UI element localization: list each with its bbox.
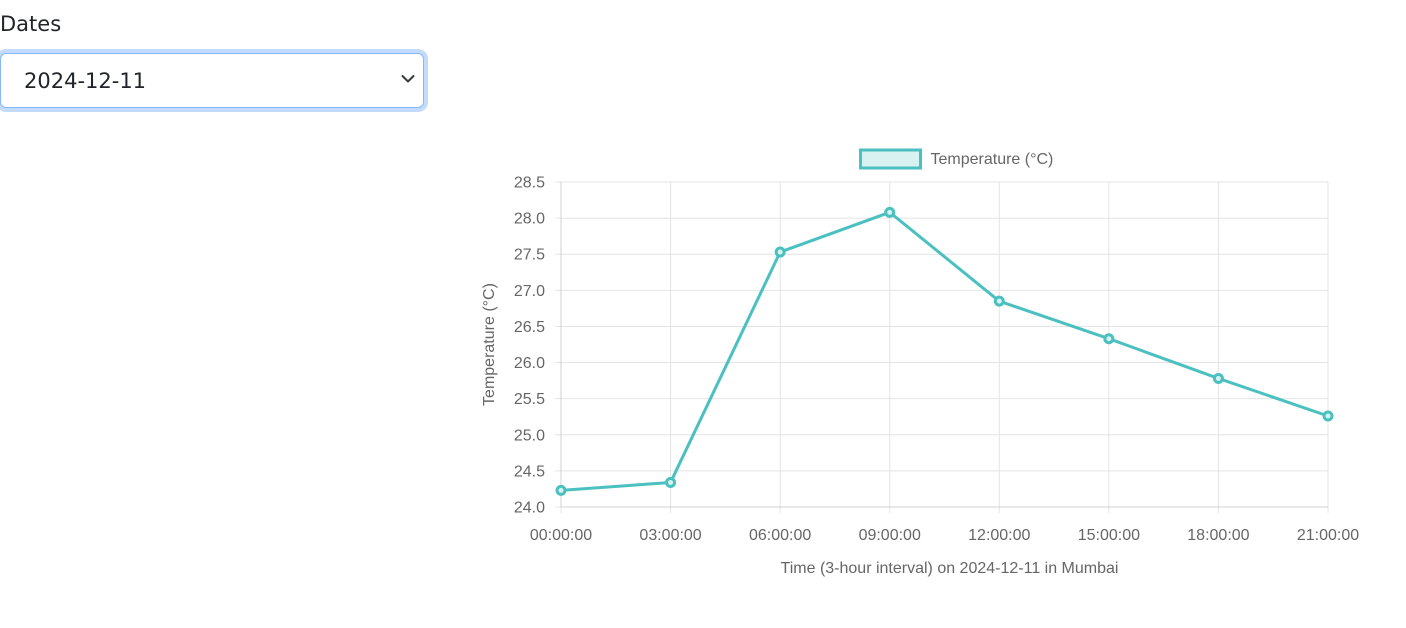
y-axis-title: Temperature (°C) <box>481 283 498 406</box>
y-tick-label: 24.5 <box>514 463 545 480</box>
chevron-down-icon <box>401 75 415 83</box>
legend-label: Temperature (°C) <box>931 151 1054 168</box>
x-tick-label: 06:00:00 <box>749 527 811 544</box>
chart-grid <box>555 181 1329 513</box>
data-point <box>665 476 677 488</box>
y-tick-label: 27.5 <box>514 247 545 264</box>
x-axis-title: Time (3-hour interval) on 2024-12-11 in … <box>781 560 1119 577</box>
legend-swatch <box>859 148 922 170</box>
x-tick-label: 00:00:00 <box>530 527 592 544</box>
x-tick-label: 18:00:00 <box>1187 527 1249 544</box>
x-tick-label: 03:00:00 <box>639 527 701 544</box>
x-tick-label: 21:00:00 <box>1297 527 1359 544</box>
data-point <box>993 295 1005 307</box>
data-point <box>1322 410 1334 422</box>
y-tick-label: 24.0 <box>514 500 545 517</box>
data-point <box>1103 333 1115 345</box>
y-tick-label: 25.5 <box>514 391 545 408</box>
chart-axes: 24.0 24.5 25.0 25.5 26.0 26.5 27.0 27.5 28.0 28.5… <box>481 175 1359 578</box>
date-select[interactable]: 2024-12-11 <box>0 53 424 108</box>
y-tick-label: 27.0 <box>514 283 545 300</box>
data-point <box>555 484 567 496</box>
x-tick-label: 09:00:00 <box>859 527 921 544</box>
x-tick-label: 12:00:00 <box>968 527 1030 544</box>
y-tick-label: 26.5 <box>514 319 545 336</box>
y-tick-label: 25.0 <box>514 427 545 444</box>
y-tick-label: 28.5 <box>514 175 545 192</box>
date-select-value: 2024-12-11 <box>24 69 147 93</box>
series-line-temperature <box>560 210 1329 492</box>
data-point <box>1212 372 1224 384</box>
chart-series <box>555 206 1334 496</box>
chart-legend: Temperature (°C) <box>859 148 1054 170</box>
y-tick-label: 28.0 <box>514 211 545 228</box>
y-tick-label: 26.0 <box>514 355 545 372</box>
dates-label: Dates <box>0 12 62 36</box>
data-point <box>884 206 896 218</box>
data-point <box>774 246 786 258</box>
x-tick-label: 15:00:00 <box>1078 527 1140 544</box>
